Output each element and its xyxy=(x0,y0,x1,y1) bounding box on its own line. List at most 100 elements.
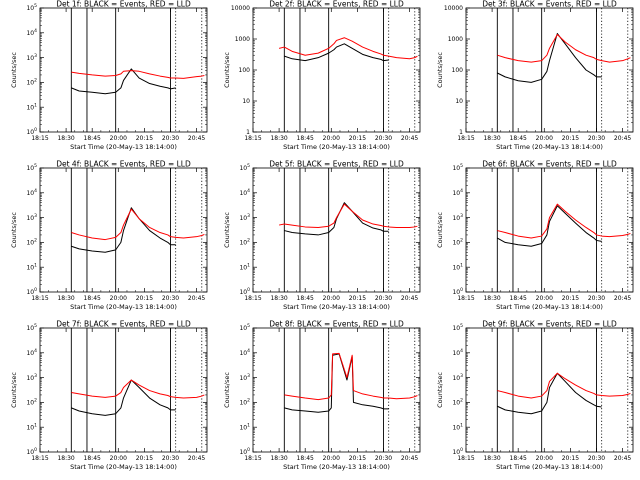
y-tick-label: 103 xyxy=(239,213,250,222)
x-tick-label: 18:45 xyxy=(297,455,314,462)
x-tick-label: 20:00 xyxy=(110,295,127,302)
y-tick-label: 1000 xyxy=(448,36,463,43)
x-tick-label: 18:45 xyxy=(510,295,527,302)
events-series-line xyxy=(497,372,602,415)
x-axis-label: Start Time (20-May-13 18:14:00) xyxy=(283,463,390,471)
x-tick-label: 20:45 xyxy=(188,295,205,302)
x-tick-label: 20:30 xyxy=(588,455,605,462)
x-tick-label: 20:45 xyxy=(614,135,631,142)
y-axis-label: Counts/sec xyxy=(223,372,231,408)
x-tick-label: 18:30 xyxy=(483,295,500,302)
x-axis-label: Start Time (20-May-13 18:14:00) xyxy=(70,143,177,151)
y-tick-label: 100 xyxy=(26,127,37,136)
plot-frame xyxy=(252,167,421,293)
x-tick-label: 20:30 xyxy=(375,455,392,462)
panel-title: Det 7f: BLACK = Events, RED = LLD xyxy=(56,320,191,329)
x-tick-label: 18:15 xyxy=(31,135,48,142)
panel-title: Det 3f: BLACK = Events, RED = LLD xyxy=(482,0,617,9)
x-tick-label: 20:30 xyxy=(375,135,392,142)
x-tick-label: 18:15 xyxy=(244,455,261,462)
x-tick-label: 20:00 xyxy=(323,455,340,462)
y-tick-label: 105 xyxy=(26,323,37,332)
y-tick-label: 10000 xyxy=(444,5,463,12)
plot-frame xyxy=(39,167,208,293)
y-axis-label: Counts/sec xyxy=(436,212,444,248)
events-series-line xyxy=(284,43,389,62)
events-series-line xyxy=(497,205,602,247)
x-tick-label: 20:45 xyxy=(188,135,205,142)
lld-series-line xyxy=(497,203,631,239)
y-tick-label: 105 xyxy=(239,163,250,172)
detector-panel-1: Det 1f: BLACK = Events, RED = LLD Counts/… xyxy=(10,0,208,151)
x-tick-label: 18:15 xyxy=(457,135,474,142)
x-tick-label: 20:45 xyxy=(614,295,631,302)
y-tick-label: 102 xyxy=(452,398,463,407)
lld-series-line xyxy=(71,208,205,241)
x-tick-label: 18:45 xyxy=(510,135,527,142)
y-tick-label: 103 xyxy=(452,213,463,222)
detector-panel-7: Det 7f: BLACK = Events, RED = LLD Counts/… xyxy=(10,320,208,471)
y-tick-label: 1000 xyxy=(235,36,250,43)
y-tick-label: 101 xyxy=(26,262,37,271)
x-tick-label: 18:45 xyxy=(84,455,101,462)
y-axis-label: Counts/sec xyxy=(10,52,18,88)
x-tick-label: 18:30 xyxy=(270,135,287,142)
y-tick-label: 104 xyxy=(26,348,37,357)
x-tick-label: 20:30 xyxy=(588,135,605,142)
y-tick-label: 100 xyxy=(239,447,250,456)
y-tick-label: 103 xyxy=(26,213,37,222)
lld-series-line xyxy=(71,70,205,79)
detector-panel-4: Det 4f: BLACK = Events, RED = LLD Counts/… xyxy=(10,160,208,311)
x-tick-label: 18:45 xyxy=(84,295,101,302)
y-tick-label: 10 xyxy=(242,98,250,105)
x-tick-label: 20:00 xyxy=(323,135,340,142)
y-tick-label: 104 xyxy=(239,188,250,197)
y-tick-label: 104 xyxy=(26,188,37,197)
x-axis-label: Start Time (20-May-13 18:14:00) xyxy=(70,303,177,311)
x-tick-label: 20:45 xyxy=(401,295,418,302)
x-tick-label: 20:15 xyxy=(349,135,366,142)
plot-frame xyxy=(465,327,634,453)
panel-title: Det 2f: BLACK = Events, RED = LLD xyxy=(269,0,404,9)
y-axis-label: Counts/sec xyxy=(436,372,444,408)
x-tick-label: 20:15 xyxy=(349,455,366,462)
y-tick-label: 101 xyxy=(239,422,250,431)
lld-series-line xyxy=(497,372,631,399)
plot-frame xyxy=(39,7,208,133)
x-tick-label: 20:45 xyxy=(401,455,418,462)
y-tick-label: 105 xyxy=(26,163,37,172)
y-tick-label: 102 xyxy=(26,238,37,247)
panel-title: Det 1f: BLACK = Events, RED = LLD xyxy=(56,0,191,9)
x-tick-label: 20:15 xyxy=(349,295,366,302)
lld-series-line xyxy=(497,33,631,63)
y-axis-label: Counts/sec xyxy=(10,212,18,248)
y-tick-label: 1 xyxy=(459,129,463,136)
y-tick-label: 104 xyxy=(452,188,463,197)
y-tick-label: 100 xyxy=(26,447,37,456)
x-tick-label: 18:15 xyxy=(457,295,474,302)
x-tick-label: 18:30 xyxy=(483,135,500,142)
plot-frame xyxy=(465,7,634,133)
x-tick-label: 18:45 xyxy=(510,455,527,462)
y-tick-label: 101 xyxy=(26,422,37,431)
x-axis-label: Start Time (20-May-13 18:14:00) xyxy=(496,303,603,311)
x-tick-label: 18:30 xyxy=(270,455,287,462)
x-tick-label: 20:15 xyxy=(562,135,579,142)
panel-title: Det 8f: BLACK = Events, RED = LLD xyxy=(269,320,404,329)
x-tick-label: 20:30 xyxy=(588,295,605,302)
x-axis-label: Start Time (20-May-13 18:14:00) xyxy=(283,143,390,151)
x-tick-label: 20:45 xyxy=(614,455,631,462)
y-tick-label: 105 xyxy=(26,3,37,12)
lld-series-line xyxy=(278,203,418,228)
y-tick-label: 103 xyxy=(26,53,37,62)
events-series-line xyxy=(71,379,176,416)
y-axis-label: Counts/sec xyxy=(223,212,231,248)
x-tick-label: 20:30 xyxy=(162,295,179,302)
y-tick-label: 104 xyxy=(26,28,37,37)
y-tick-label: 100 xyxy=(452,67,464,74)
y-tick-label: 100 xyxy=(239,67,251,74)
events-series-line xyxy=(71,68,176,95)
x-tick-label: 20:45 xyxy=(401,135,418,142)
y-tick-label: 10 xyxy=(455,98,463,105)
y-tick-label: 100 xyxy=(452,287,463,296)
